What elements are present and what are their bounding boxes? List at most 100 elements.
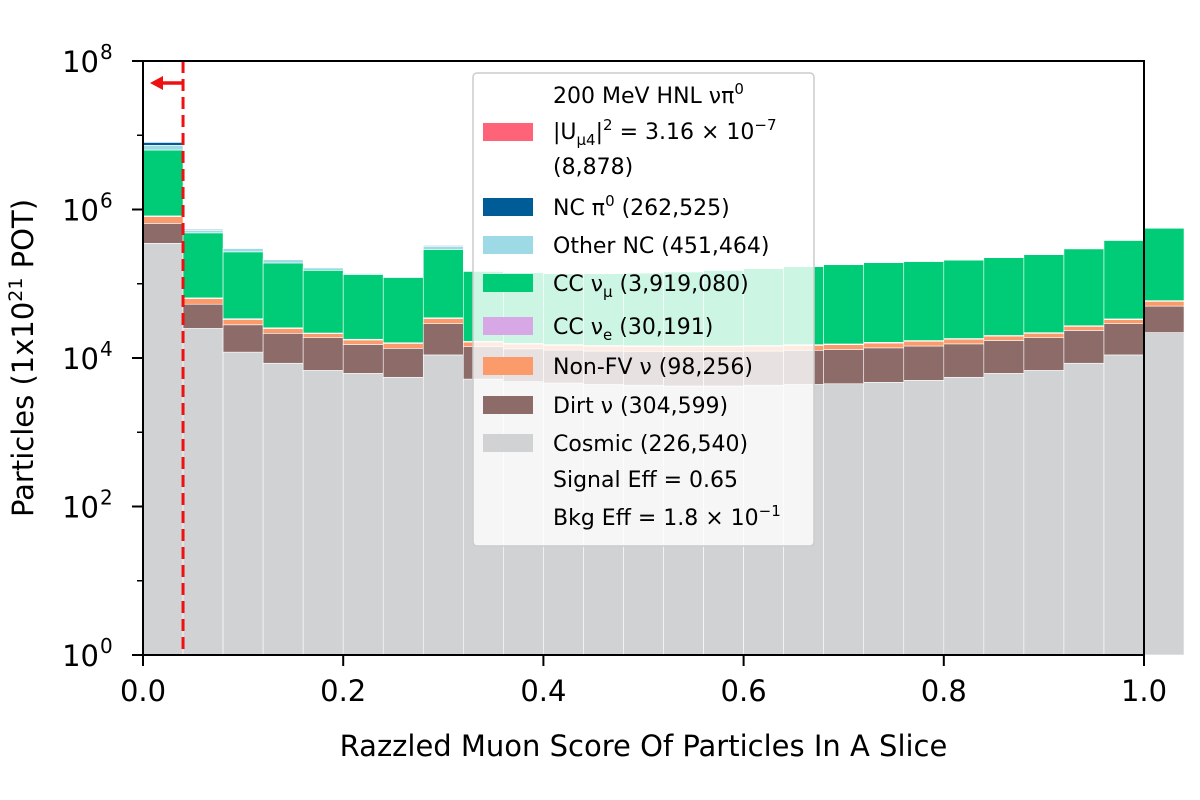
bar-non-fv--bin-7 xyxy=(422,318,464,324)
bar-non-fv--bin-4 xyxy=(302,333,344,338)
bar-dirt--bin-7 xyxy=(422,323,464,356)
bar-non-fv--bin-3 xyxy=(262,328,304,334)
bar-non-fv--bin-21 xyxy=(983,335,1025,341)
legend-swatch-4 xyxy=(483,357,533,375)
bar-non-fv--bin-0 xyxy=(142,216,184,224)
y-tick-label: 102 xyxy=(62,486,113,525)
bar-non-fv--bin-5 xyxy=(342,339,384,345)
bar-cc--bin-7 xyxy=(422,249,464,319)
legend-swatch-3 xyxy=(483,317,533,335)
bar-non-fv--bin-2 xyxy=(222,319,264,326)
cut-line-layer xyxy=(150,61,185,655)
legend-label-5: Dirt ν (304,599) xyxy=(553,394,728,419)
bar-non-fv--bin-22 xyxy=(1023,333,1065,338)
legend-swatch-5 xyxy=(483,396,533,414)
bar-dirt--bin-23 xyxy=(1063,330,1105,364)
bar-other-nc-bin-2 xyxy=(222,248,264,253)
x-tick-label: 0.2 xyxy=(320,674,366,708)
bar-cc--bin-25 xyxy=(1143,227,1185,301)
x-axis-title: Razzled Muon Score Of Particles In A Sli… xyxy=(340,729,948,763)
bar-dirt--bin-18 xyxy=(863,347,905,383)
bar-cc--bin-0 xyxy=(142,149,184,217)
bar-cc--bin-6 xyxy=(382,277,424,344)
bar-cosmic-bin-24 xyxy=(1103,354,1145,656)
bar-cosmic-bin-20 xyxy=(943,376,985,656)
bar-cosmic-bin-18 xyxy=(863,382,905,656)
legend-label-2: CC νμ (3,919,080) xyxy=(553,272,749,301)
legend-swatch-0 xyxy=(483,198,533,216)
bar-non-fv--bin-1 xyxy=(182,298,224,305)
bar-dirt--bin-19 xyxy=(903,345,945,381)
y-tick-label: 106 xyxy=(62,189,113,228)
bar-dirt--bin-25 xyxy=(1143,305,1185,333)
bar-non-fv--bin-6 xyxy=(382,343,424,349)
x-tick-label: 0.0 xyxy=(120,674,166,708)
bar-non-fv--bin-20 xyxy=(943,338,985,345)
bar-other-nc-bin-0 xyxy=(142,145,184,151)
cut-arrow-head xyxy=(150,76,163,90)
y-tick-label: 104 xyxy=(62,337,113,376)
legend-label-3: CC νe (30,191) xyxy=(553,315,713,344)
bar-dirt--bin-17 xyxy=(823,349,865,385)
bar-cc--bin-1 xyxy=(182,232,224,299)
bar-cosmic-bin-17 xyxy=(823,383,865,656)
bar-cosmic-bin-5 xyxy=(342,373,384,656)
bar-cc--bin-19 xyxy=(903,261,945,341)
bar-cc--bin-2 xyxy=(222,251,264,320)
legend-swatch-6 xyxy=(483,434,533,452)
bar-dirt--bin-1 xyxy=(182,303,224,329)
bar-cosmic-bin-1 xyxy=(182,328,224,656)
legend-bkg-eff: Bkg Eff = 1.8 × 10−1 xyxy=(553,502,781,531)
bar-dirt--bin-24 xyxy=(1103,323,1145,356)
bar-cosmic-bin-6 xyxy=(382,376,424,656)
bar-dirt--bin-22 xyxy=(1023,337,1065,371)
bar-non-fv--bin-17 xyxy=(823,344,865,350)
bar-cc--bin-5 xyxy=(342,274,384,340)
y-ticks: 100 102 104 106 108 xyxy=(62,40,143,673)
bar-cc--bin-3 xyxy=(262,262,304,329)
bar-cosmic-bin-21 xyxy=(983,373,1025,656)
bar-other-nc-bin-1 xyxy=(182,230,224,234)
bar-dirt--bin-4 xyxy=(302,337,344,371)
x-tick-label: 0.6 xyxy=(721,674,767,708)
bar-cc--bin-4 xyxy=(302,270,344,334)
legend-swatch-1 xyxy=(483,236,533,254)
bar-cosmic-bin-2 xyxy=(222,351,264,656)
bar-cosmic-bin-7 xyxy=(422,354,464,656)
bar-cosmic-bin-22 xyxy=(1023,370,1065,656)
bar-dirt--bin-21 xyxy=(983,340,1025,374)
bar-nc--bin-0 xyxy=(142,142,184,146)
legend-signal-title: 200 MeV HNL νπ0 xyxy=(553,80,744,109)
x-tick-label: 0.8 xyxy=(921,674,967,708)
bar-dirt--bin-6 xyxy=(382,348,424,378)
legend-swatch-2 xyxy=(483,274,533,292)
bar-cosmic-bin-23 xyxy=(1063,362,1105,656)
bar-dirt--bin-20 xyxy=(943,343,985,378)
x-ticks: 0.0 0.2 0.4 0.6 0.8 1.0 xyxy=(120,655,1167,708)
bar-cosmic-bin-4 xyxy=(302,370,344,656)
bar-other-nc-bin-7 xyxy=(422,245,464,250)
y-tick-label: 108 xyxy=(62,40,113,79)
x-tick-label: 0.4 xyxy=(520,674,566,708)
bar-other-nc-bin-4 xyxy=(302,267,344,271)
bar-cc--bin-23 xyxy=(1063,248,1105,327)
legend-swatch-signal xyxy=(483,123,533,141)
legend-signal-eff: Signal Eff = 0.65 xyxy=(553,468,738,493)
legend-label-4: Non-FV ν (98,256) xyxy=(553,355,753,380)
bar-cc--bin-21 xyxy=(983,257,1025,336)
legend-signal-count: (8,878) xyxy=(553,155,633,180)
bar-cosmic-bin-3 xyxy=(262,362,304,656)
legend-label-6: Cosmic (226,540) xyxy=(553,432,748,457)
bar-dirt--bin-5 xyxy=(342,344,384,374)
bar-dirt--bin-0 xyxy=(142,223,184,244)
bar-cc--bin-17 xyxy=(823,264,865,345)
y-tick-label: 100 xyxy=(62,634,113,673)
bar-cc--bin-22 xyxy=(1023,254,1065,333)
bar-non-fv--bin-23 xyxy=(1063,326,1105,331)
bar-non-fv--bin-19 xyxy=(903,340,945,347)
bar-cc--bin-18 xyxy=(863,262,905,343)
y-axis-title: Particles (1x1021 POT) xyxy=(5,199,40,517)
legend-signal-coupling: |Uμ4|2 = 3.16 × 10−7 xyxy=(553,116,777,149)
legend-frame xyxy=(472,72,815,547)
